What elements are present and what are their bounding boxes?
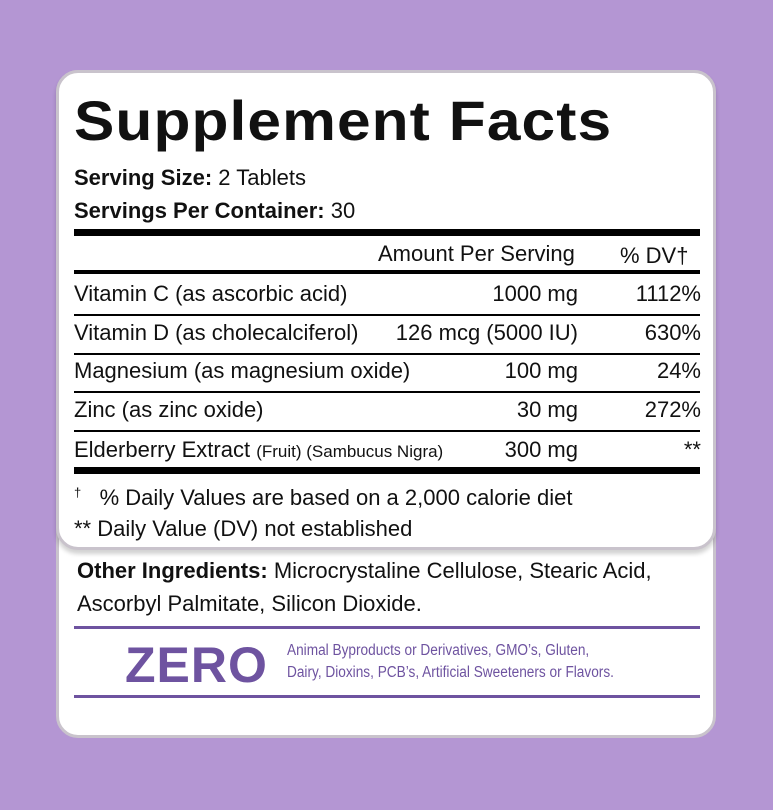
- servings-label: Servings Per Container:: [74, 198, 325, 223]
- header-dv: % DV†: [620, 243, 689, 268]
- zero-heading: ZERO: [125, 637, 268, 693]
- divider: [74, 270, 700, 274]
- row-divider: [74, 314, 700, 316]
- nutrient-name: Magnesium (as magnesium oxide): [74, 358, 410, 384]
- other-ingredients: Other Ingredients: Microcrystaline Cellu…: [77, 558, 652, 584]
- nutrient-dv: 24%: [656, 358, 701, 383]
- nutrient-amount: 30 mg: [516, 397, 578, 422]
- nutrient-label: Zinc (as zinc oxide): [74, 397, 264, 422]
- nutrient-label: Elderberry Extract: [74, 437, 251, 462]
- other-ingredients-label: Other Ingredients:: [77, 558, 268, 583]
- nutrient-sub: (Fruit) (Sambucus Nigra): [256, 442, 444, 461]
- zero-text: Animal Byproducts or Derivatives, GMO’s,…: [287, 640, 614, 684]
- footnote: ** Daily Value (DV) not established: [74, 516, 412, 542]
- other-ingredients-line: Microcrystaline Cellulose, Stearic Acid,: [273, 558, 652, 583]
- serving-size-value: 2 Tablets: [218, 165, 306, 190]
- zero-line: Animal Byproducts or Derivatives, GMO’s,…: [287, 642, 590, 659]
- nutrient-amount: 100 mg: [504, 358, 578, 383]
- nutrient-amount: 126 mcg (5000 IU): [395, 320, 578, 345]
- other-ingredients-line: Ascorbyl Palmitate, Silicon Dioxide.: [77, 591, 422, 616]
- header-amount: Amount Per Serving: [378, 241, 575, 266]
- nutrient-amount: 1000 mg: [492, 281, 578, 306]
- footnote-text: Daily Value (DV) not established: [97, 516, 413, 541]
- row-divider: [74, 353, 700, 355]
- footnote-mark: **: [74, 516, 92, 541]
- divider-thick: [74, 467, 700, 474]
- nutrient-name: Zinc (as zinc oxide): [74, 397, 264, 423]
- nutrient-dv: 630%: [644, 320, 701, 345]
- footnote-text: % Daily Values are based on a 2,000 calo…: [99, 485, 573, 510]
- footnote: † % Daily Values are based on a 2,000 ca…: [74, 485, 572, 511]
- servings-per-container: Servings Per Container: 30: [74, 198, 355, 224]
- serving-size-label: Serving Size:: [74, 165, 213, 190]
- divider-purple: [74, 695, 700, 698]
- row-divider: [74, 430, 700, 432]
- nutrient-dv: **: [683, 437, 701, 462]
- nutrient-label: Vitamin D (as cholecalciferol): [74, 320, 359, 345]
- page-title: Supplement Facts: [74, 89, 613, 152]
- divider-purple: [74, 626, 700, 629]
- nutrient-name: Vitamin D (as cholecalciferol): [74, 320, 358, 346]
- nutrient-dv: 272%: [644, 397, 701, 422]
- nutrient-label: Magnesium (as magnesium oxide): [74, 358, 411, 383]
- row-divider: [74, 391, 700, 393]
- nutrient-label: Vitamin C (as ascorbic acid): [74, 281, 348, 306]
- footnote-mark: †: [74, 485, 82, 500]
- zero-line: Dairy, Dioxins, PCB’s, Artificial Sweete…: [287, 664, 614, 681]
- nutrient-dv: 1112%: [635, 281, 701, 306]
- nutrient-amount: 300 mg: [504, 437, 578, 462]
- nutrient-name: Elderberry Extract (Fruit) (Sambucus Nig…: [74, 437, 443, 463]
- nutrient-name: Vitamin C (as ascorbic acid): [74, 281, 347, 307]
- divider-thick: [74, 229, 700, 236]
- serving-size: Serving Size: 2 Tablets: [74, 165, 306, 191]
- servings-value: 30: [330, 198, 356, 223]
